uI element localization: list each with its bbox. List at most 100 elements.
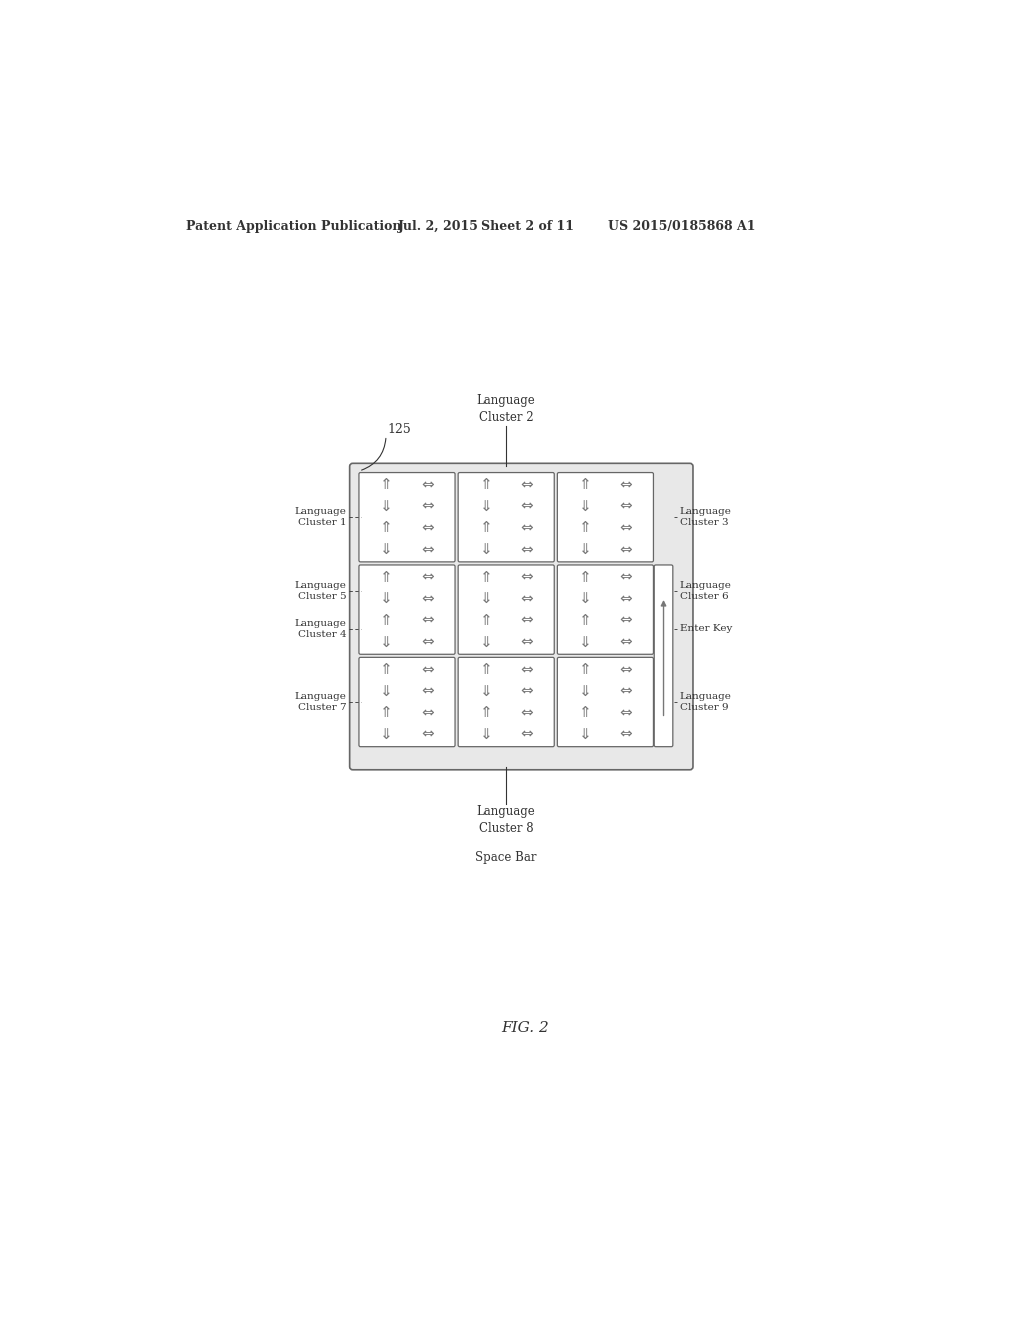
Text: ⇓: ⇓ bbox=[579, 684, 591, 698]
Text: ⇔: ⇔ bbox=[620, 543, 632, 557]
Text: ⇑: ⇑ bbox=[579, 705, 591, 721]
FancyBboxPatch shape bbox=[557, 565, 653, 655]
Text: ⇓: ⇓ bbox=[579, 499, 591, 513]
Text: Language
Cluster 9: Language Cluster 9 bbox=[680, 692, 732, 711]
Text: ⇑: ⇑ bbox=[579, 570, 591, 585]
Text: ⇔: ⇔ bbox=[620, 635, 632, 649]
Text: Language
Cluster 8: Language Cluster 8 bbox=[477, 805, 536, 836]
Text: FIG. 2: FIG. 2 bbox=[501, 1022, 549, 1035]
Text: ⇑: ⇑ bbox=[579, 612, 591, 628]
Text: ⇔: ⇔ bbox=[620, 663, 632, 677]
Text: ⇓: ⇓ bbox=[380, 543, 393, 557]
Text: ⇑: ⇑ bbox=[579, 478, 591, 492]
FancyBboxPatch shape bbox=[557, 473, 653, 562]
Text: ⇔: ⇔ bbox=[520, 684, 534, 698]
Text: ⇑: ⇑ bbox=[380, 612, 393, 628]
Text: ⇔: ⇔ bbox=[520, 635, 534, 649]
Text: ⇑: ⇑ bbox=[380, 705, 393, 721]
Text: ⇔: ⇔ bbox=[520, 663, 534, 677]
Text: ⇓: ⇓ bbox=[479, 684, 493, 698]
Text: ⇑: ⇑ bbox=[479, 705, 493, 721]
FancyBboxPatch shape bbox=[359, 473, 455, 562]
Text: ⇔: ⇔ bbox=[520, 570, 534, 585]
Text: ⇑: ⇑ bbox=[479, 663, 493, 677]
Text: Jul. 2, 2015: Jul. 2, 2015 bbox=[397, 219, 478, 232]
Text: ⇔: ⇔ bbox=[421, 591, 434, 606]
FancyBboxPatch shape bbox=[654, 565, 673, 747]
Text: ⇓: ⇓ bbox=[479, 543, 493, 557]
Text: ⇔: ⇔ bbox=[421, 543, 434, 557]
Text: Space Bar: Space Bar bbox=[475, 851, 537, 865]
Text: ⇓: ⇓ bbox=[579, 591, 591, 606]
FancyBboxPatch shape bbox=[359, 657, 455, 747]
Text: ⇔: ⇔ bbox=[421, 478, 434, 492]
Text: Language
Cluster 5: Language Cluster 5 bbox=[295, 581, 346, 601]
Text: US 2015/0185868 A1: US 2015/0185868 A1 bbox=[608, 219, 756, 232]
FancyBboxPatch shape bbox=[359, 565, 455, 655]
FancyBboxPatch shape bbox=[557, 657, 653, 747]
FancyBboxPatch shape bbox=[458, 565, 554, 655]
Text: Sheet 2 of 11: Sheet 2 of 11 bbox=[480, 219, 573, 232]
Text: ⇔: ⇔ bbox=[620, 570, 632, 585]
Text: ⇔: ⇔ bbox=[421, 684, 434, 698]
Text: ⇓: ⇓ bbox=[380, 635, 393, 649]
Text: ⇑: ⇑ bbox=[479, 570, 493, 585]
Text: ⇓: ⇓ bbox=[380, 684, 393, 698]
Text: ⇔: ⇔ bbox=[520, 520, 534, 536]
FancyBboxPatch shape bbox=[458, 473, 554, 562]
Text: ⇓: ⇓ bbox=[579, 635, 591, 649]
FancyBboxPatch shape bbox=[458, 657, 554, 747]
Text: ⇓: ⇓ bbox=[380, 727, 393, 742]
Text: ⇔: ⇔ bbox=[520, 591, 534, 606]
Text: ⇔: ⇔ bbox=[421, 570, 434, 585]
Text: Language
Cluster 3: Language Cluster 3 bbox=[680, 507, 732, 527]
Text: ⇔: ⇔ bbox=[421, 705, 434, 721]
Text: Patent Application Publication: Patent Application Publication bbox=[186, 219, 401, 232]
Text: ⇔: ⇔ bbox=[620, 478, 632, 492]
Text: ⇓: ⇓ bbox=[380, 499, 393, 513]
Text: ⇑: ⇑ bbox=[380, 520, 393, 536]
Text: ⇑: ⇑ bbox=[579, 663, 591, 677]
Text: ⇔: ⇔ bbox=[421, 520, 434, 536]
Text: ⇔: ⇔ bbox=[620, 684, 632, 698]
Text: ⇔: ⇔ bbox=[421, 663, 434, 677]
Text: ⇓: ⇓ bbox=[579, 543, 591, 557]
Text: ⇓: ⇓ bbox=[479, 591, 493, 606]
Text: ⇔: ⇔ bbox=[620, 591, 632, 606]
Text: Language
Cluster 1: Language Cluster 1 bbox=[295, 507, 346, 527]
Text: ⇔: ⇔ bbox=[620, 612, 632, 628]
Text: Language
Cluster 7: Language Cluster 7 bbox=[295, 692, 346, 711]
Text: ⇑: ⇑ bbox=[380, 478, 393, 492]
Text: ⇔: ⇔ bbox=[620, 727, 632, 742]
Text: ⇓: ⇓ bbox=[479, 727, 493, 742]
Text: ⇔: ⇔ bbox=[620, 499, 632, 513]
Text: Enter Key: Enter Key bbox=[680, 624, 732, 634]
FancyBboxPatch shape bbox=[349, 463, 693, 770]
Text: ⇔: ⇔ bbox=[620, 705, 632, 721]
Text: ⇔: ⇔ bbox=[520, 543, 534, 557]
Text: ⇓: ⇓ bbox=[579, 727, 591, 742]
Text: ⇑: ⇑ bbox=[579, 520, 591, 536]
Text: Language
Cluster 4: Language Cluster 4 bbox=[295, 619, 346, 639]
Text: ⇔: ⇔ bbox=[520, 499, 534, 513]
Text: ⇔: ⇔ bbox=[421, 635, 434, 649]
Text: ⇔: ⇔ bbox=[421, 727, 434, 742]
Text: ⇔: ⇔ bbox=[520, 478, 534, 492]
Text: ⇓: ⇓ bbox=[479, 635, 493, 649]
Text: ⇑: ⇑ bbox=[479, 612, 493, 628]
Text: ⇑: ⇑ bbox=[380, 663, 393, 677]
Text: ⇔: ⇔ bbox=[520, 612, 534, 628]
Text: Language
Cluster 6: Language Cluster 6 bbox=[680, 581, 732, 601]
Text: ⇔: ⇔ bbox=[620, 520, 632, 536]
Text: ⇔: ⇔ bbox=[421, 499, 434, 513]
Text: ⇔: ⇔ bbox=[520, 727, 534, 742]
Text: Language
Cluster 2: Language Cluster 2 bbox=[477, 395, 536, 424]
Text: ⇔: ⇔ bbox=[520, 705, 534, 721]
Text: ⇔: ⇔ bbox=[421, 612, 434, 628]
Text: ⇓: ⇓ bbox=[479, 499, 493, 513]
Text: 125: 125 bbox=[388, 422, 412, 436]
Text: ⇑: ⇑ bbox=[479, 520, 493, 536]
Text: ⇓: ⇓ bbox=[380, 591, 393, 606]
Text: ⇑: ⇑ bbox=[479, 478, 493, 492]
Text: ⇑: ⇑ bbox=[380, 570, 393, 585]
